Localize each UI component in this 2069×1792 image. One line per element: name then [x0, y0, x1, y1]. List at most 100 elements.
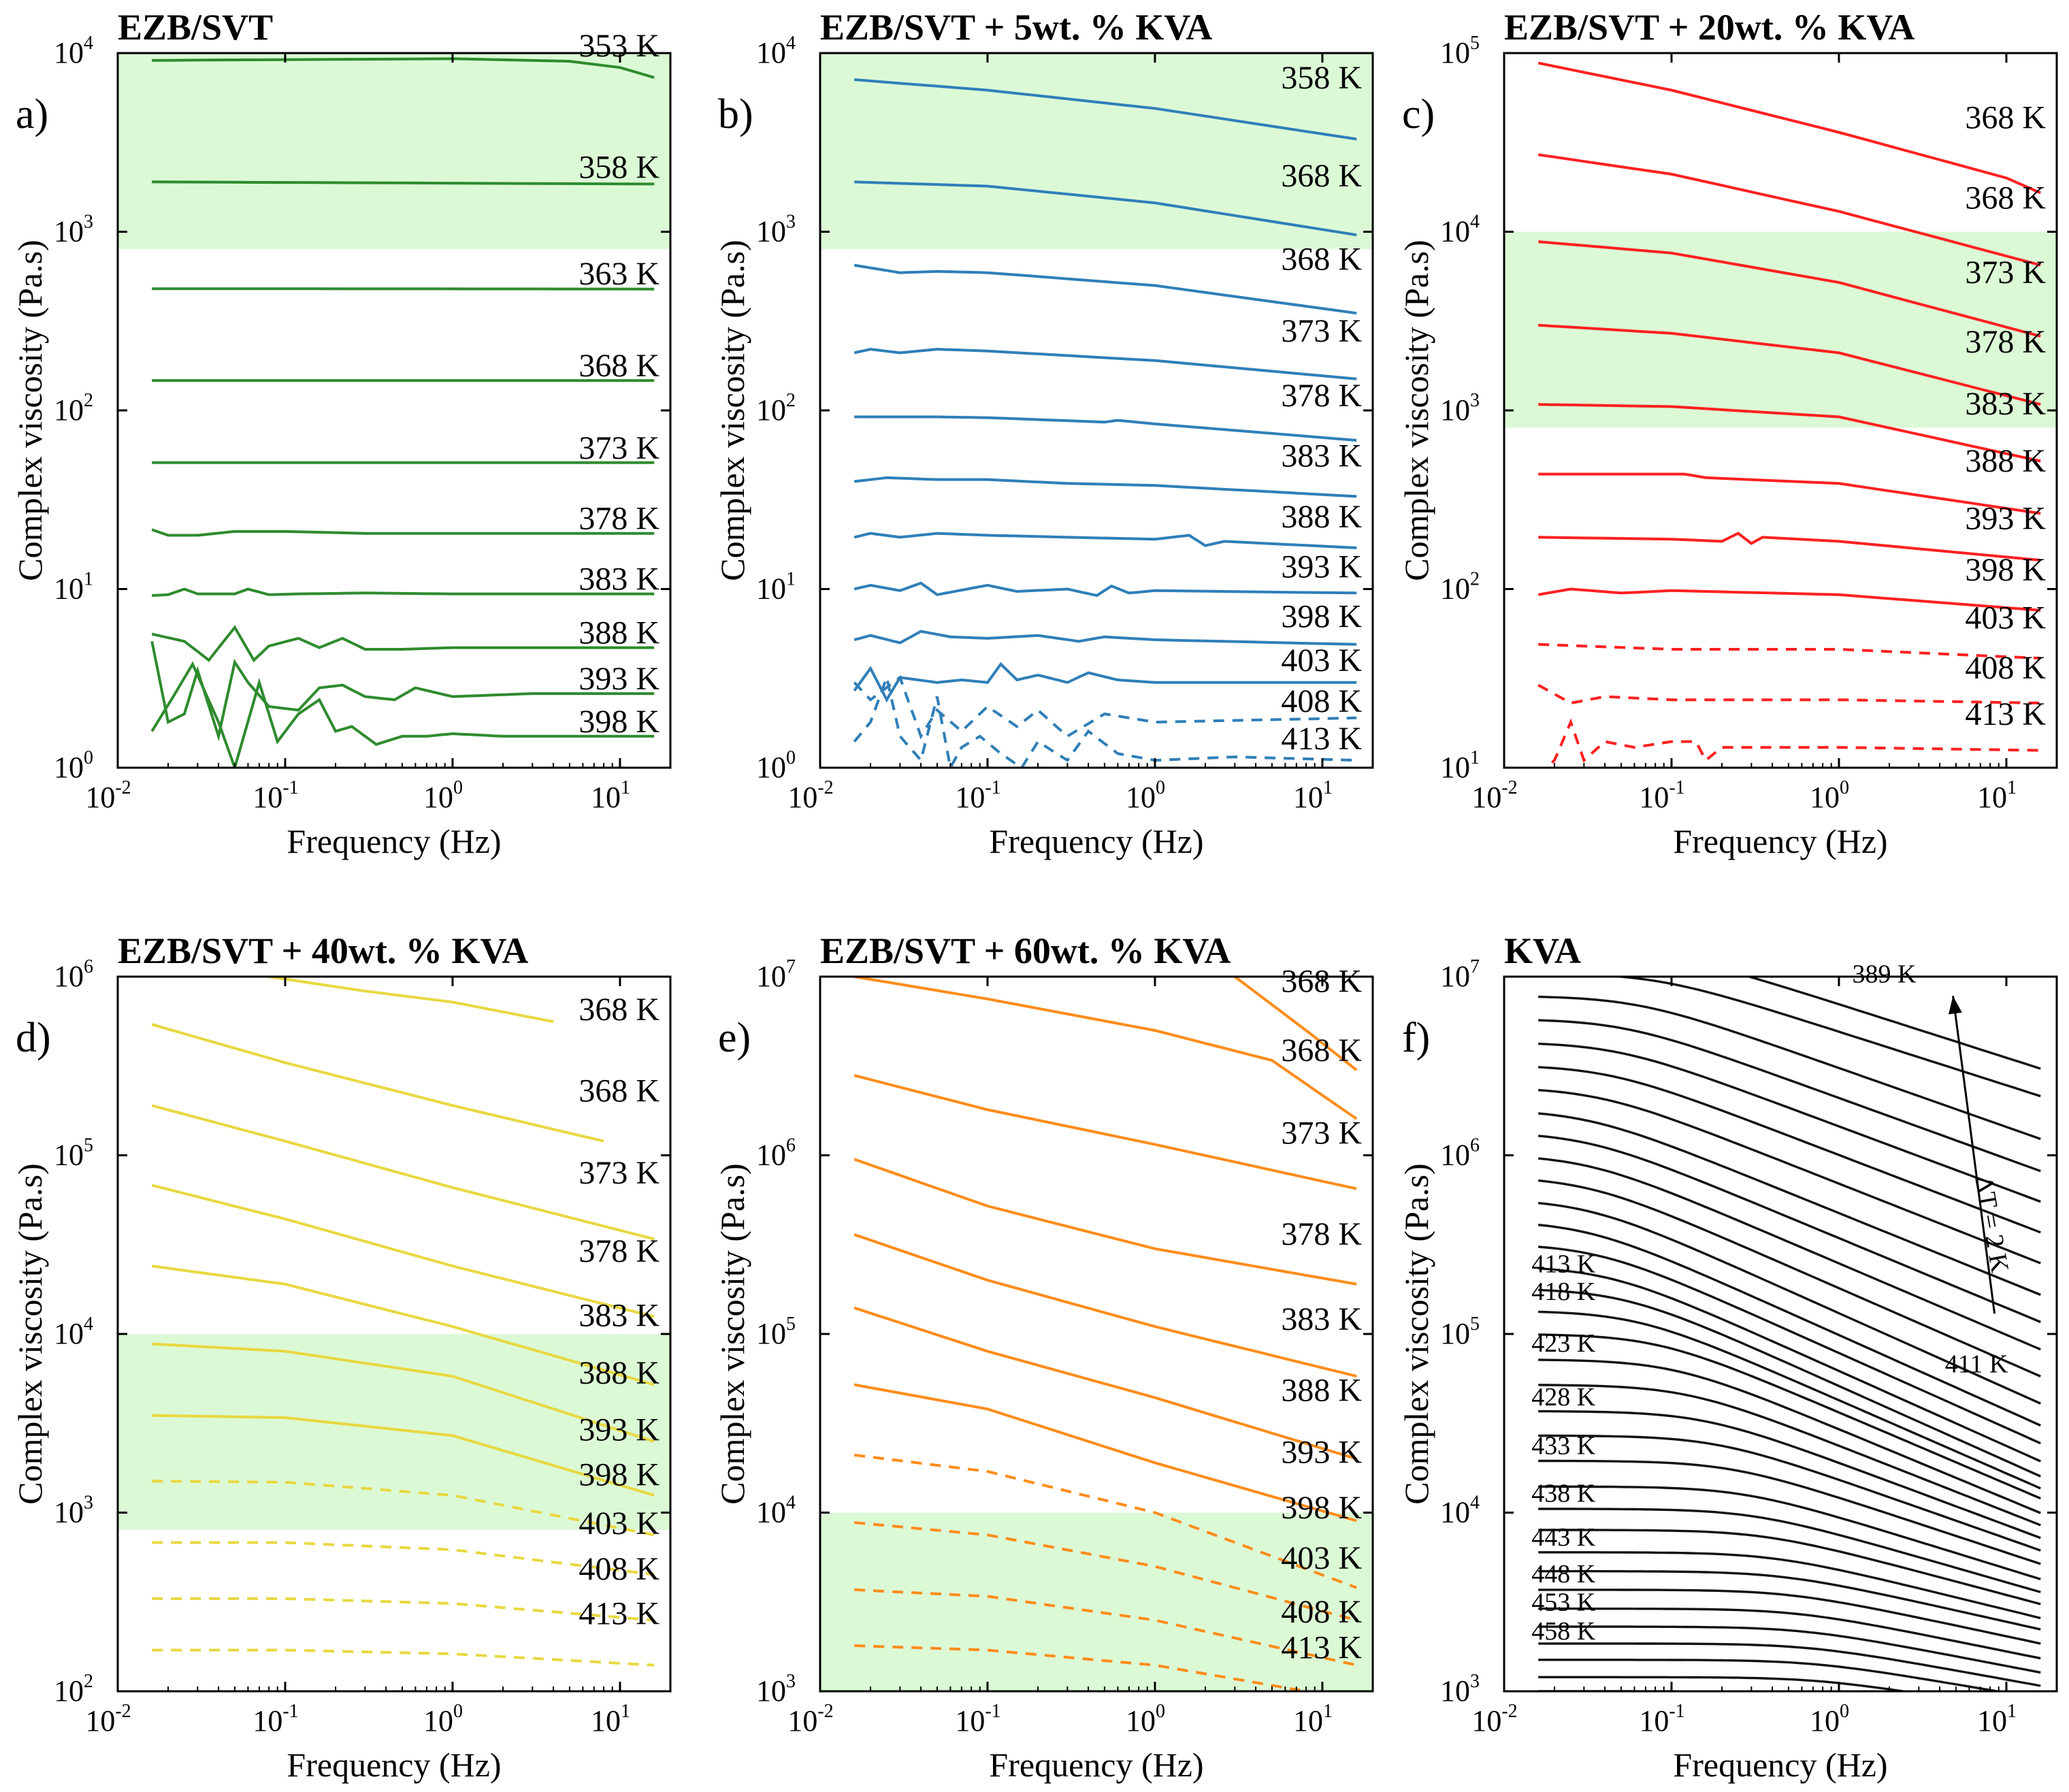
series-line: [1538, 1529, 2041, 1606]
x-tick-label: 100: [423, 777, 463, 814]
series-label: 383 K: [579, 1297, 659, 1333]
panel-title: EZB/SVT: [118, 7, 273, 48]
series-line: [853, 1453, 1357, 1589]
series-line: [1538, 323, 2041, 406]
series-label: 363 K: [579, 256, 659, 292]
series-line: [854, 78, 1357, 141]
series-line: [854, 180, 1357, 237]
y-tick-label: 105: [756, 1314, 796, 1350]
series-group: [853, 977, 1358, 1691]
series-label: 403 K: [579, 1505, 659, 1542]
series-label: 358 K: [1281, 60, 1362, 96]
x-tick-label: 10-2: [1471, 777, 1517, 814]
series-label: 368 K: [1281, 1032, 1362, 1069]
series-line: [1537, 683, 2041, 705]
series-label: 398 K: [1281, 1490, 1362, 1526]
plot-frame: [1503, 52, 2058, 769]
y-tick-label: 107: [756, 956, 796, 993]
series-line: [1538, 1179, 2041, 1378]
series-line: [853, 1233, 1357, 1378]
series-line: [1538, 1642, 2041, 1687]
series-label: 403 K: [1965, 600, 2046, 636]
series-line: [853, 675, 1357, 740]
x-tick-label: 101: [1293, 777, 1333, 814]
y-tick-label: 103: [756, 212, 796, 248]
series-label: 378 K: [579, 1233, 659, 1269]
y-tick-label: 101: [756, 569, 796, 606]
series-line: [151, 1104, 655, 1241]
series-group: [853, 78, 1357, 768]
series-label: 388 K: [1281, 1372, 1362, 1408]
series-line: [151, 625, 655, 663]
x-tick-label: 10-2: [85, 777, 131, 814]
y-axis-label: Complex viscosity (Pa.s): [11, 240, 49, 581]
series-line: [854, 415, 1357, 442]
series-line: [152, 1597, 655, 1622]
series-line: [1538, 1551, 2041, 1620]
series-label: 398 K: [579, 1456, 659, 1493]
series-label: 393 K: [1281, 1434, 1362, 1470]
panel-title: EZB/SVT + 5wt. % KVA: [820, 7, 1212, 48]
series-line: [853, 1158, 1357, 1286]
series-line: [853, 662, 1357, 703]
series-label: 413 K: [1531, 1250, 1596, 1279]
series-label: 368 K: [1281, 158, 1362, 194]
series-line: [152, 1414, 655, 1497]
y-tick-label: 101: [1440, 747, 1480, 784]
series-line: [152, 180, 655, 186]
series-line: [1538, 1157, 2041, 1351]
y-tick-label: 106: [1440, 1135, 1480, 1172]
series-line: [1538, 1410, 2041, 1540]
shaded-region: [820, 53, 1373, 249]
series-line: [1538, 1089, 2041, 1265]
series-line: [854, 1588, 1357, 1667]
shaded-region: [118, 53, 670, 249]
y-tick-label: 103: [54, 1493, 93, 1529]
series-label: 443 K: [1531, 1523, 1596, 1552]
y-tick-label: 104: [756, 1493, 796, 1529]
series-line: [1538, 1019, 2041, 1173]
panel-letter: c): [1402, 91, 1435, 137]
y-tick-label: 102: [54, 390, 93, 427]
series-line: [1538, 1310, 2041, 1490]
y-axis-label: Complex viscosity (Pa.s): [11, 1163, 49, 1504]
series-line: [1538, 1589, 2041, 1645]
series-label: 408 K: [1281, 1594, 1362, 1630]
x-axis-label: Frequency (Hz): [1673, 822, 1887, 860]
plot-frame: [819, 52, 1374, 769]
y-tick-label: 104: [54, 1314, 93, 1350]
series-label: 398 K: [1965, 552, 2046, 588]
y-tick-label: 104: [756, 33, 796, 69]
series-label: 413 K: [579, 1596, 659, 1632]
series-line: [1538, 1508, 2041, 1593]
series-line: [853, 1074, 1357, 1190]
series-group: [1538, 977, 2041, 1691]
x-tick-label: 100: [423, 1701, 463, 1738]
panel-letter: a): [16, 91, 48, 137]
series-line: [268, 977, 554, 1024]
series-label: 433 K: [1531, 1432, 1596, 1461]
series-line: [1537, 587, 2041, 612]
series-line: [853, 581, 1357, 598]
panel-title: EZB/SVT + 60wt. % KVA: [820, 930, 1231, 971]
series-label: 383 K: [579, 561, 659, 598]
series-label: 408 K: [1965, 650, 2046, 686]
series-line: [1538, 1201, 2041, 1405]
y-tick-label: 105: [1440, 1314, 1480, 1350]
delta-t-arrow: [1952, 996, 1996, 1314]
series-label: 368 K: [579, 1073, 659, 1109]
series-line: [853, 263, 1357, 315]
x-tick-label: 10-2: [787, 1701, 833, 1738]
series-line: [853, 476, 1357, 498]
series-line: [853, 1383, 1357, 1522]
y-tick-label: 103: [54, 212, 93, 248]
arrow-head: [1948, 996, 1962, 1015]
y-tick-label: 102: [54, 1671, 93, 1708]
panel-letter: b): [718, 91, 753, 137]
series-line: [853, 532, 1357, 549]
x-tick-label: 101: [1977, 777, 2017, 814]
series-label: 398 K: [1281, 599, 1362, 635]
series-label: 388 K: [1281, 499, 1362, 535]
